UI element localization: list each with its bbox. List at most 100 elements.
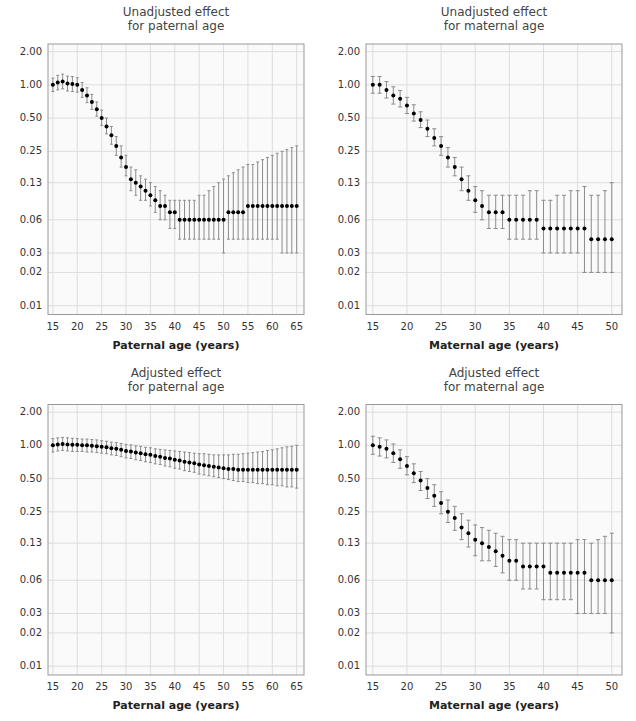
point — [80, 88, 84, 92]
point — [139, 185, 143, 189]
point — [70, 443, 74, 447]
point — [168, 210, 172, 214]
point — [163, 456, 167, 460]
plot-area — [366, 44, 622, 315]
grid-line — [366, 84, 622, 85]
error-bar — [139, 176, 142, 200]
point — [231, 467, 235, 471]
error-bar — [285, 447, 288, 487]
point — [528, 218, 532, 222]
panel-title: Unadjusted effectfor paternal age — [123, 5, 230, 33]
point — [163, 204, 167, 208]
point — [290, 204, 294, 208]
y-tick-label: 1.00 — [338, 439, 360, 450]
grid-line — [543, 405, 544, 676]
x-tick-label: 45 — [571, 321, 584, 332]
point — [100, 116, 104, 120]
error-bar — [541, 200, 545, 253]
plot-frame — [366, 44, 622, 315]
error-bar — [487, 195, 491, 228]
point — [290, 468, 294, 472]
error-bar — [371, 77, 375, 94]
point — [419, 479, 423, 483]
point — [51, 443, 55, 447]
error-bar — [419, 471, 423, 490]
point — [61, 442, 65, 446]
y-tick-label: 1.00 — [20, 439, 42, 450]
point — [555, 226, 559, 230]
grid-line — [174, 405, 175, 676]
marks — [371, 436, 614, 633]
plot-frame — [48, 405, 304, 676]
error-bar — [271, 450, 274, 485]
error-bar — [168, 200, 171, 228]
point — [178, 218, 182, 222]
point — [85, 94, 89, 98]
grid-line — [48, 412, 304, 413]
point — [153, 454, 157, 458]
grid-line — [272, 405, 273, 676]
point — [480, 204, 484, 208]
y-tick-label: 0.25 — [20, 145, 42, 156]
x-tick-label: 50 — [605, 321, 618, 332]
point — [610, 237, 614, 241]
point — [285, 468, 289, 472]
error-bar — [81, 439, 84, 451]
grid-line — [223, 405, 224, 676]
error-bar — [507, 540, 511, 581]
error-bar — [149, 448, 152, 463]
grid-line — [150, 44, 151, 315]
title-line: Adjusted effect — [131, 366, 222, 380]
point — [473, 198, 477, 202]
grid-line — [509, 44, 510, 315]
point — [168, 457, 172, 461]
marks — [51, 74, 299, 253]
point — [217, 218, 221, 222]
point — [51, 83, 55, 87]
error-bar — [261, 160, 264, 240]
grid-line — [366, 511, 622, 512]
point — [501, 210, 505, 214]
point — [466, 189, 470, 193]
error-bar — [295, 445, 298, 488]
y-tick-label: 0.06 — [20, 574, 42, 585]
error-bar — [188, 453, 191, 472]
error-bar — [521, 195, 525, 239]
error-bar — [432, 129, 436, 146]
grid-line — [48, 543, 304, 544]
point — [95, 107, 99, 111]
point — [405, 104, 409, 108]
error-bar — [81, 83, 84, 98]
error-bar — [76, 439, 79, 452]
point — [207, 218, 211, 222]
error-bar — [222, 179, 225, 253]
panel-title: Adjusted effectfor paternal age — [128, 366, 225, 394]
error-bar — [61, 437, 64, 450]
grid-line — [150, 405, 151, 676]
y-tick-label: 0.02 — [338, 627, 360, 638]
error-bar — [227, 176, 230, 239]
x-axis-label: Maternal age (years) — [429, 339, 559, 352]
error-bar — [548, 543, 552, 600]
point — [144, 452, 148, 456]
grid-line — [406, 44, 407, 315]
point — [256, 204, 260, 208]
grid-line — [48, 511, 304, 512]
error-bar — [276, 153, 279, 239]
point — [139, 451, 143, 455]
error-bar — [378, 438, 382, 456]
point — [460, 177, 464, 181]
title-line: Adjusted effect — [449, 366, 540, 380]
error-bar — [487, 530, 491, 560]
point — [432, 136, 436, 140]
panel: 0.010.020.030.060.130.250.501.002.001520… — [338, 5, 622, 352]
error-bar — [198, 454, 201, 474]
point — [251, 204, 255, 208]
point — [246, 468, 250, 472]
point — [507, 559, 511, 563]
grid-line — [366, 305, 622, 306]
y-tick-label: 0.03 — [338, 247, 360, 258]
x-tick-label: 15 — [366, 681, 379, 692]
error-bar — [548, 200, 552, 253]
error-bar — [562, 195, 566, 253]
